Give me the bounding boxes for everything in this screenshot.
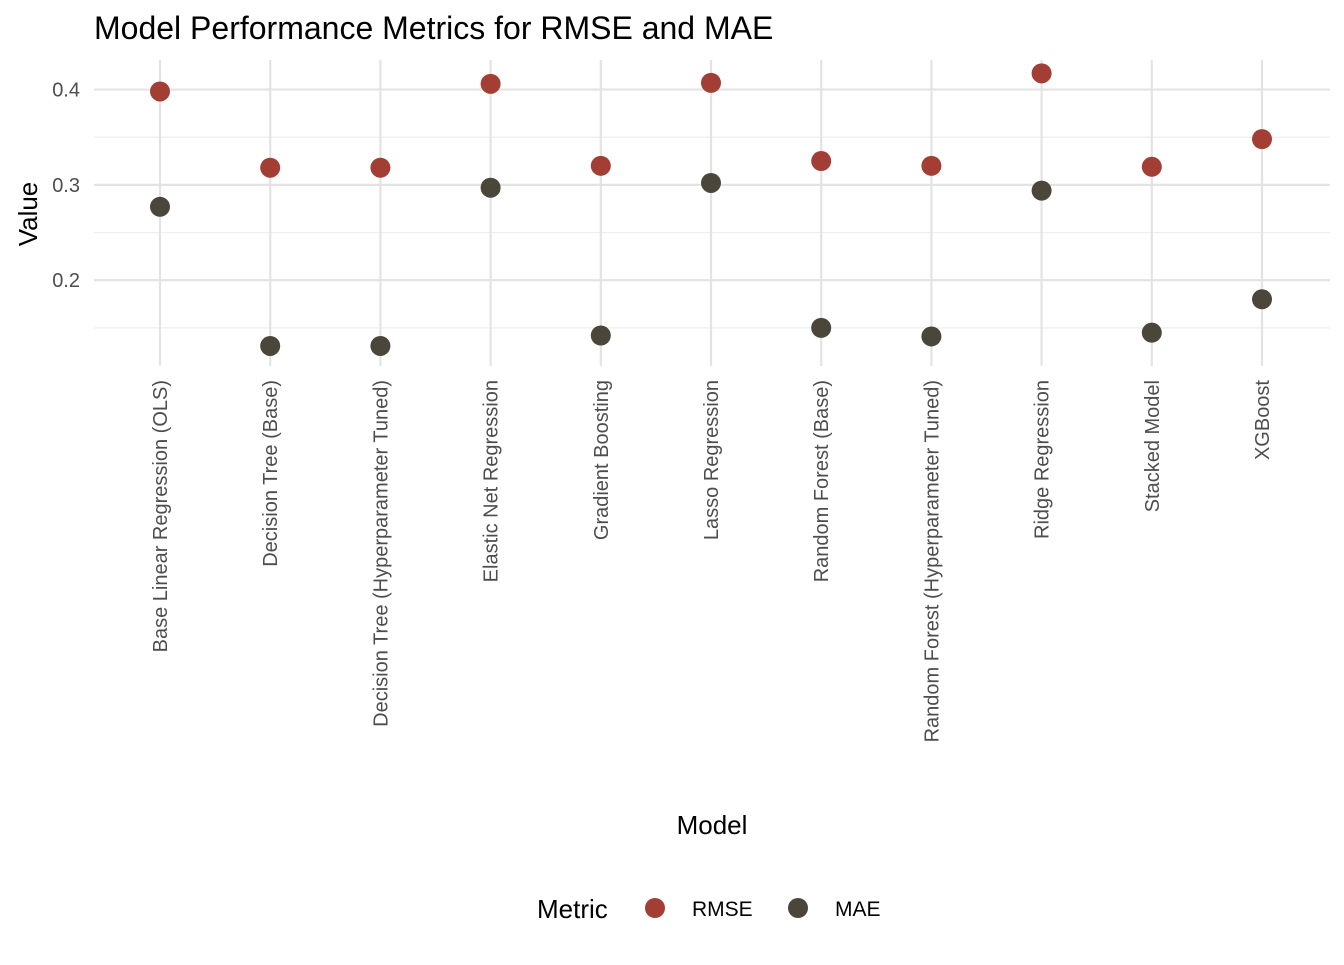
x-tick-label: Elastic Net Regression — [481, 380, 503, 582]
legend-rmse-label: RMSE — [692, 898, 753, 921]
rmse-point — [150, 81, 170, 102]
legend: Metric RMSE MAE — [537, 894, 881, 924]
rmse-point — [811, 151, 832, 172]
mae-point — [921, 326, 942, 347]
x-tick-label: Stacked Model — [1142, 380, 1164, 512]
y-tick-labels: 0.2 0.3 0.4 — [52, 80, 80, 293]
rmse-point — [590, 155, 611, 176]
y-axis-label: Value — [13, 182, 43, 247]
legend-mae-label: MAE — [835, 898, 881, 921]
mae-point — [1252, 289, 1272, 310]
y-tick-label: 0.2 — [52, 270, 80, 292]
mae-point — [370, 335, 391, 356]
rmse-point — [921, 155, 942, 176]
rmse-point — [370, 157, 391, 178]
x-tick-labels: Base Linear Regression (OLS) Decision Tre… — [150, 380, 1274, 743]
mae-point — [150, 196, 170, 217]
x-tick-label: Lasso Regression — [701, 380, 723, 540]
y-tick-label: 0.3 — [52, 175, 80, 197]
x-tick-label: XGBoost — [1252, 380, 1274, 460]
rmse-point — [480, 73, 501, 94]
mae-point — [1141, 322, 1162, 343]
x-tick-label: Decision Tree (Hyperparameter Tuned) — [370, 380, 392, 727]
chart-title: Model Performance Metrics for RMSE and M… — [94, 10, 773, 46]
x-tick-label: Decision Tree (Base) — [260, 380, 282, 567]
mae-point — [1031, 180, 1052, 201]
mae-point — [260, 335, 281, 356]
y-tick-label: 0.4 — [52, 80, 80, 102]
mae-point — [480, 177, 501, 198]
legend-title: Metric — [537, 894, 608, 924]
rmse-point — [1031, 63, 1052, 84]
x-tick-label: Random Forest (Base) — [811, 380, 833, 582]
x-tick-label: Gradient Boosting — [591, 380, 613, 540]
legend-mae-marker — [788, 898, 808, 918]
rmse-point — [1252, 129, 1272, 150]
mae-point — [590, 325, 611, 346]
x-tick-label: Ridge Regression — [1032, 380, 1054, 539]
x-tick-label: Base Linear Regression (OLS) — [150, 380, 172, 652]
rmse-point — [701, 72, 721, 93]
grid-layer — [94, 60, 1330, 366]
x-tick-label: Random Forest (Hyperparameter Tuned) — [921, 380, 943, 742]
rmse-point — [260, 157, 281, 178]
mae-point — [811, 317, 832, 338]
data-points — [150, 63, 1272, 356]
rmse-point — [1141, 156, 1162, 177]
mae-point — [701, 172, 721, 193]
legend-rmse-marker — [645, 898, 665, 918]
x-axis-label: Model — [677, 810, 748, 840]
